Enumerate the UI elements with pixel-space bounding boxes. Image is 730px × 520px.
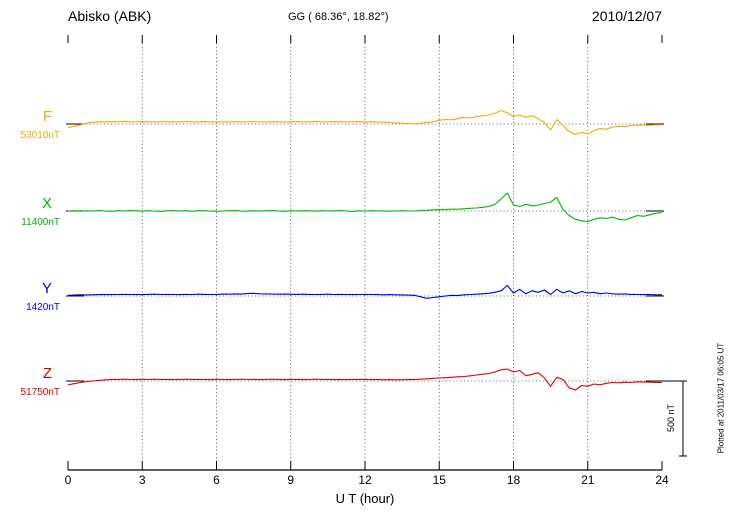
series-label-X: X <box>42 195 52 212</box>
series-baseline-value-Y: 1420nT <box>26 302 60 313</box>
plot-date: 2010/12/07 <box>591 8 662 24</box>
scale-bar-label: 500 nT <box>666 403 676 433</box>
x-tick-label: 0 <box>65 473 72 487</box>
x-axis-label: U T (hour) <box>335 491 395 506</box>
x-tick-label: 15 <box>433 473 447 487</box>
series-label-Y: Y <box>42 280 52 297</box>
x-tick-label: 12 <box>358 473 372 487</box>
trace-Y <box>67 284 662 299</box>
x-tick-label: 6 <box>213 473 220 487</box>
series-baseline-value-Z: 51750nT <box>21 387 60 398</box>
series-label-F: F <box>43 108 52 125</box>
plotted-at-note: Plotted at 2011/03/17 06:05 UT <box>716 342 726 454</box>
x-tick-label: 21 <box>581 473 595 487</box>
series-baseline-value-X: 11400nT <box>21 217 60 228</box>
x-tick-label: 3 <box>139 473 146 487</box>
station-title: Abisko (ABK) <box>68 8 152 24</box>
trace-F <box>67 109 662 136</box>
geographic-coordinates: GG ( 68.36°, 18.82°) <box>288 11 389 23</box>
trace-X <box>67 192 663 223</box>
series-label-Z: Z <box>43 365 52 382</box>
series-baseline-value-F: 53010nT <box>21 130 60 141</box>
trace-Z <box>67 368 663 391</box>
x-tick-label: 9 <box>287 473 294 487</box>
x-tick-label: 18 <box>507 473 521 487</box>
x-tick-label: 24 <box>655 473 669 487</box>
